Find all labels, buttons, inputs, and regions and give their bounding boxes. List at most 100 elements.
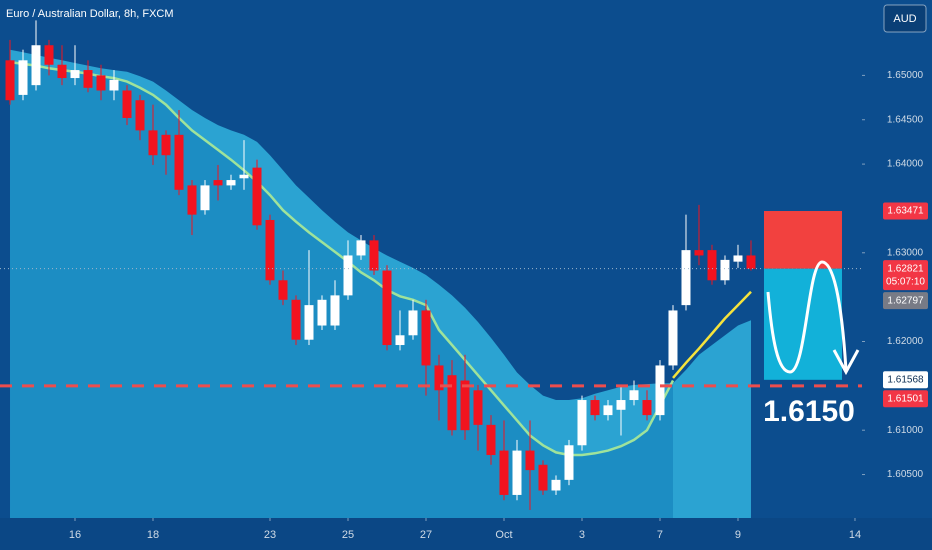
- candle-body: [356, 240, 366, 256]
- currency-label[interactable]: AUD: [893, 13, 916, 25]
- candle-body: [499, 450, 509, 495]
- candle-body: [603, 405, 613, 416]
- candle-body: [486, 424, 496, 456]
- candle-body: [382, 270, 392, 346]
- x-tick-label: 7: [657, 529, 663, 541]
- x-tick-label: 27: [420, 529, 432, 541]
- currency-button[interactable]: [883, 4, 927, 33]
- x-tick-label: Oct: [495, 529, 512, 541]
- candle-body: [330, 295, 340, 326]
- price-label: 1.61568: [887, 374, 924, 385]
- price-label-box: [883, 390, 928, 408]
- candle-body: [642, 400, 652, 416]
- y-axis-strip: [862, 0, 932, 518]
- target-zone: [763, 268, 842, 380]
- candle-body: [746, 255, 756, 269]
- candle-body: [473, 390, 483, 425]
- y-tick-label: 1.61000: [887, 425, 924, 436]
- y-tick-label: 1.63000: [887, 247, 924, 258]
- candle-body: [200, 185, 210, 211]
- candle-body: [525, 450, 535, 471]
- stop-zone: [763, 211, 842, 269]
- candle-body: [343, 255, 353, 296]
- candle-body: [148, 130, 158, 156]
- candle-body: [629, 390, 639, 401]
- price-label: 1.62797: [887, 295, 924, 306]
- plot-area: [0, 20, 862, 518]
- price-label: 1.63471: [887, 206, 924, 217]
- candle-body: [421, 310, 431, 366]
- countdown: 05:07:10: [886, 276, 925, 287]
- candle-body: [265, 219, 275, 281]
- candle-body: [122, 90, 132, 118]
- x-tick-label: 14: [849, 529, 861, 541]
- candle-body: [57, 64, 67, 79]
- candle-body: [538, 464, 548, 491]
- x-tick-label: 16: [69, 529, 81, 541]
- candle-body: [304, 305, 314, 340]
- candle-body: [317, 299, 327, 326]
- candle-body: [226, 180, 236, 186]
- ma-line: [9, 60, 675, 457]
- candle-body: [707, 250, 717, 281]
- x-axis-strip: [0, 518, 932, 550]
- candle-body: [460, 380, 470, 431]
- candle-body: [616, 400, 626, 410]
- price-label-box: [883, 202, 928, 220]
- y-tick-label: 1.64000: [887, 159, 924, 170]
- candle-body: [720, 259, 730, 281]
- candle-body: [369, 240, 379, 271]
- candle-body: [291, 299, 301, 340]
- candle-body: [551, 479, 561, 491]
- x-tick-label: 9: [735, 529, 741, 541]
- candle-body: [252, 167, 262, 226]
- y-tick-label: 1.65000: [887, 70, 924, 81]
- candle-body: [278, 280, 288, 300]
- candle-body: [434, 365, 444, 391]
- candle-body: [96, 75, 106, 91]
- x-tick-label: 23: [264, 529, 276, 541]
- candle-body: [213, 180, 223, 186]
- candle-body: [31, 45, 41, 86]
- target-label: 1.6150: [763, 395, 855, 428]
- candle-body: [655, 365, 665, 416]
- candle-body: [733, 255, 743, 262]
- candle-body: [408, 310, 418, 336]
- candle-body: [590, 400, 600, 416]
- candle-body: [694, 250, 704, 256]
- candle-body: [70, 70, 80, 79]
- forecast-arrow: [766, 260, 860, 376]
- y-tick-label: 1.62000: [887, 336, 924, 347]
- candle-body: [512, 450, 522, 495]
- candle-body: [577, 400, 587, 446]
- candle-body: [187, 185, 197, 215]
- candle-body: [18, 60, 28, 95]
- price-label-box: [883, 371, 928, 389]
- candle-body: [447, 375, 457, 431]
- price-label-box: [883, 260, 928, 291]
- x-tick-label: 25: [342, 529, 354, 541]
- candle-body: [135, 100, 145, 131]
- candle-body: [83, 70, 93, 88]
- candle-body: [5, 60, 15, 101]
- arrow-head: [832, 349, 860, 376]
- candle-body: [564, 445, 574, 480]
- price-label: 1.61501: [887, 393, 924, 404]
- y-tick-label: 1.60500: [887, 469, 924, 480]
- candle-body: [109, 79, 119, 91]
- forecast-curve: [766, 260, 848, 374]
- x-tick-label: 18: [147, 529, 159, 541]
- x-tick-label: 3: [579, 529, 585, 541]
- candle-body: [239, 174, 249, 179]
- chart-title: Euro / Australian Dollar, 8h, FXCM: [6, 8, 174, 20]
- candle-body: [395, 335, 405, 346]
- y-tick-label: 1.64500: [887, 114, 924, 125]
- price-label: 1.62821: [887, 263, 924, 274]
- candle-body: [174, 134, 184, 190]
- candle-body: [668, 310, 678, 366]
- candle-body: [161, 134, 171, 156]
- candle-body: [681, 250, 691, 306]
- candle-body: [44, 45, 54, 65]
